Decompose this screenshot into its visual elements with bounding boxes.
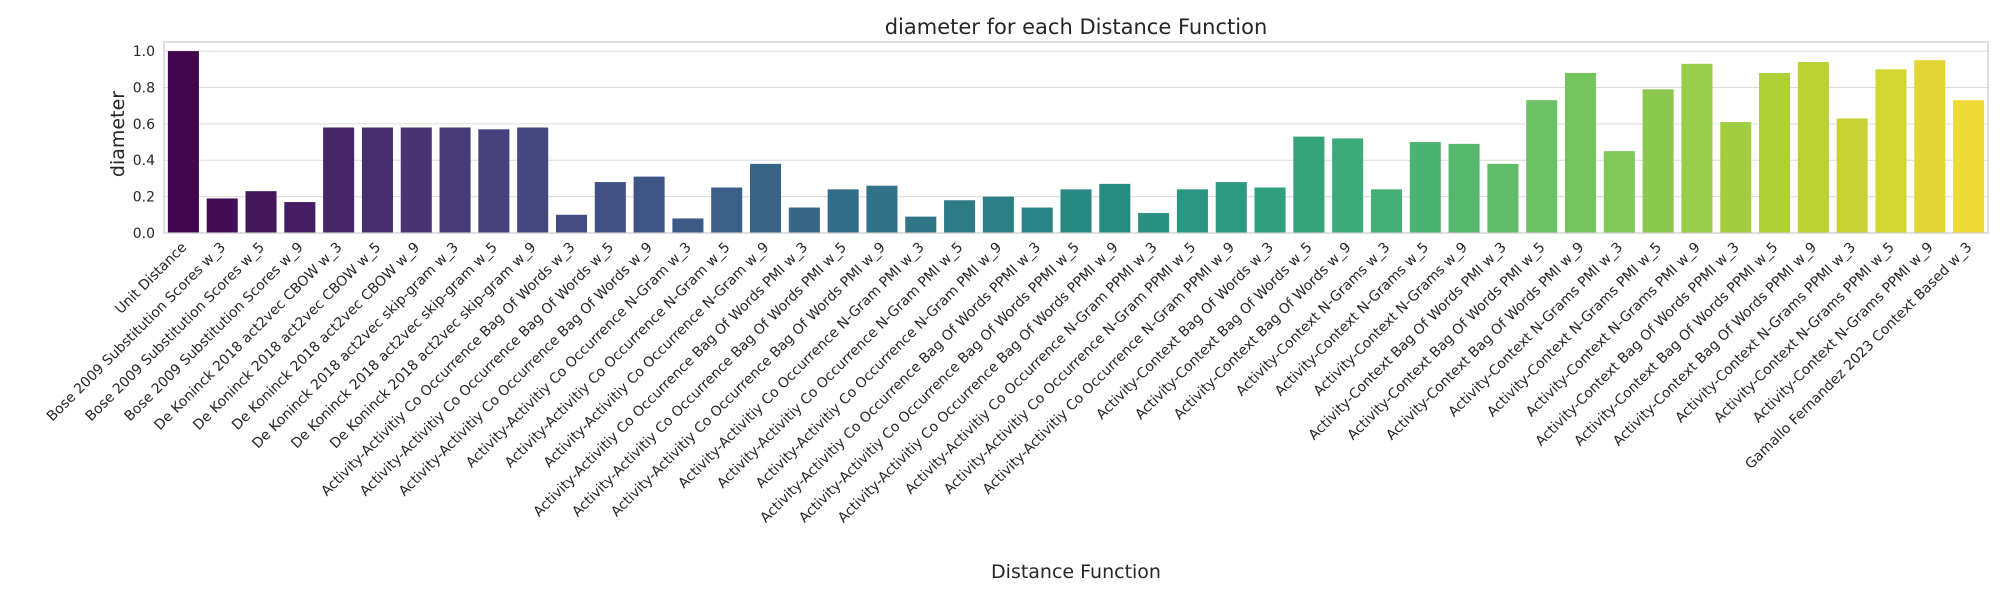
bar-39 bbox=[1681, 63, 1713, 234]
bar-2 bbox=[245, 191, 277, 233]
bar-19 bbox=[905, 216, 937, 233]
bar-17 bbox=[827, 189, 859, 233]
bar-11 bbox=[594, 182, 626, 233]
bar-36 bbox=[1564, 72, 1597, 233]
plot-area-frame bbox=[163, 41, 1989, 234]
chart-title: diameter for each Distance Function bbox=[885, 15, 1268, 39]
bar-4 bbox=[323, 127, 355, 233]
bar-32 bbox=[1409, 142, 1441, 233]
bar-35 bbox=[1526, 100, 1558, 233]
bar-29 bbox=[1293, 136, 1325, 233]
bar-33 bbox=[1448, 143, 1480, 233]
bar-22 bbox=[1021, 207, 1053, 233]
bar-18 bbox=[866, 185, 898, 233]
bar-15 bbox=[750, 163, 782, 233]
bar-23 bbox=[1060, 189, 1092, 233]
bar-40 bbox=[1720, 122, 1752, 233]
bar-20 bbox=[944, 200, 976, 233]
bar-28 bbox=[1254, 187, 1286, 233]
bar-10 bbox=[555, 214, 588, 233]
bar-0 bbox=[167, 51, 199, 233]
bar-26 bbox=[1176, 189, 1208, 233]
bar-45 bbox=[1914, 60, 1946, 233]
y-axis-title: diameter bbox=[107, 91, 129, 177]
y-tick-label: 1.0 bbox=[133, 44, 155, 60]
y-tick-label: 0.2 bbox=[133, 190, 155, 206]
bar-9 bbox=[517, 127, 549, 233]
bar-24 bbox=[1099, 183, 1131, 233]
bar-7 bbox=[439, 127, 471, 233]
y-tick-label: 0.4 bbox=[133, 153, 155, 169]
y-axis-ticks: 0.0 0.2 0.4 0.6 0.8 1.0 bbox=[133, 44, 155, 242]
bar-27 bbox=[1215, 182, 1247, 233]
bar-3 bbox=[284, 202, 316, 233]
bar-25 bbox=[1138, 212, 1170, 233]
bar-14 bbox=[711, 187, 743, 233]
bar-21 bbox=[982, 196, 1014, 233]
bar-43 bbox=[1836, 118, 1868, 233]
y-tick-label: 0.0 bbox=[133, 226, 155, 242]
bar-46 bbox=[1953, 100, 1985, 233]
bar-34 bbox=[1487, 163, 1519, 233]
bar-44 bbox=[1875, 69, 1907, 234]
bar-5 bbox=[361, 127, 393, 233]
bar-38 bbox=[1642, 89, 1674, 234]
bar-30 bbox=[1332, 138, 1364, 233]
x-axis-title: Distance Function bbox=[991, 561, 1161, 583]
bar-42 bbox=[1797, 62, 1829, 234]
bar-8 bbox=[478, 129, 510, 233]
bar-37 bbox=[1603, 151, 1635, 233]
bar-31 bbox=[1370, 189, 1402, 233]
bar-13 bbox=[672, 218, 704, 233]
bar-6 bbox=[400, 127, 432, 233]
bar-12 bbox=[633, 176, 665, 233]
bar-41 bbox=[1759, 72, 1791, 233]
bar-16 bbox=[788, 207, 820, 233]
bar-1 bbox=[206, 198, 238, 233]
bars bbox=[167, 51, 1985, 234]
y-tick-label: 0.6 bbox=[133, 117, 155, 133]
y-tick-label: 0.8 bbox=[133, 80, 155, 96]
